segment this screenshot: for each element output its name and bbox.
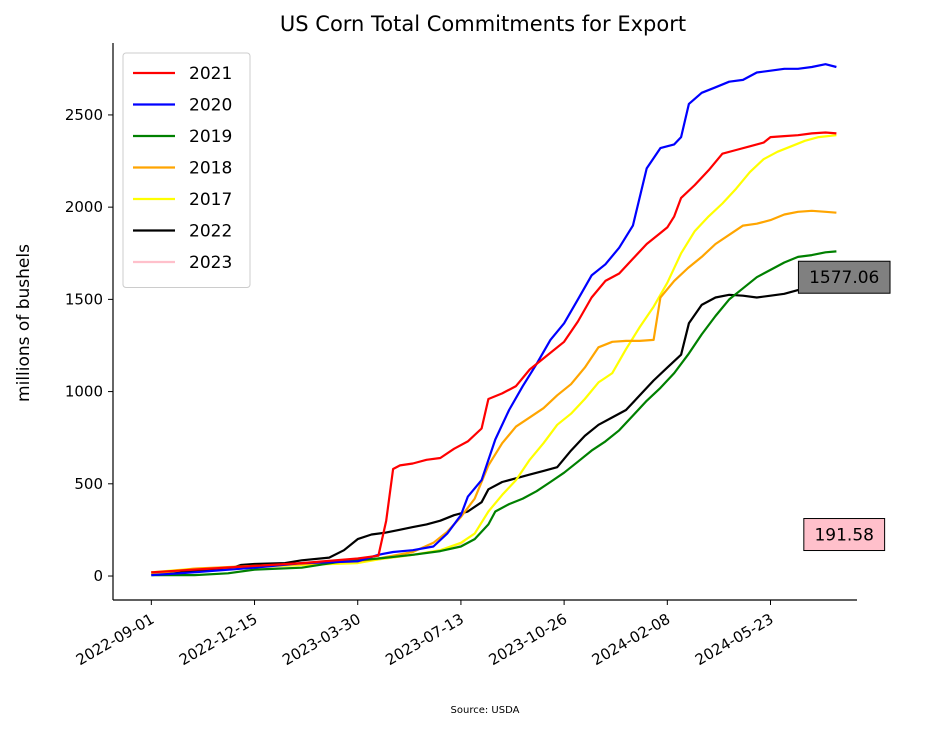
legend-label-2020: 2020 [189, 96, 232, 116]
y-tick-label: 1000 [65, 383, 103, 401]
series-line-2019 [151, 250, 837, 577]
x-tick-label: 2023-03-30 [279, 610, 364, 669]
y-tick-label: 2500 [65, 106, 103, 124]
annotation-label-1: 191.58 [814, 526, 873, 546]
x-tick-label: 2023-07-13 [382, 610, 467, 669]
legend-label-2018: 2018 [189, 159, 232, 179]
source-note: Source: USDA [451, 705, 520, 716]
legend-label-2017: 2017 [189, 190, 232, 210]
y-axis-label: millions of bushels [14, 244, 34, 402]
x-tick-label: 2024-05-23 [692, 610, 777, 669]
y-tick-label: 1500 [65, 290, 103, 308]
x-tick-label: 2024-02-08 [589, 610, 674, 669]
plot-lines [151, 63, 837, 577]
chart-title: US Corn Total Commitments for Export [280, 12, 686, 36]
legend-label-2022: 2022 [189, 222, 232, 242]
legend: 2021 2020 2019 2018 2017 2022 2023 [122, 52, 251, 288]
series-line-2020 [151, 63, 837, 577]
y-tick-label: 0 [93, 567, 103, 585]
legend-box [122, 52, 251, 288]
annotation-box-0 [797, 260, 891, 294]
series-line-2018 [151, 209, 837, 576]
x-tick-label: 2023-10-26 [486, 610, 571, 669]
axes [112, 43, 857, 601]
series-line-2021 [151, 131, 837, 574]
series-line-2022 [151, 284, 813, 574]
x-tick-label: 2022-12-15 [176, 610, 261, 669]
annotation-label-0: 1577.06 [809, 268, 879, 288]
y-tick-label: 500 [74, 475, 103, 493]
legend-label-2021: 2021 [189, 64, 232, 84]
x-tick-label: 2022-09-01 [73, 610, 158, 669]
annotations: 1577.06 191.58 [797, 260, 891, 552]
series-line-2017 [151, 134, 837, 574]
annotation-box-1 [803, 518, 886, 552]
y-tick-label: 2000 [65, 198, 103, 216]
legend-label-2023: 2023 [189, 253, 232, 273]
legend-label-2019: 2019 [189, 127, 232, 147]
